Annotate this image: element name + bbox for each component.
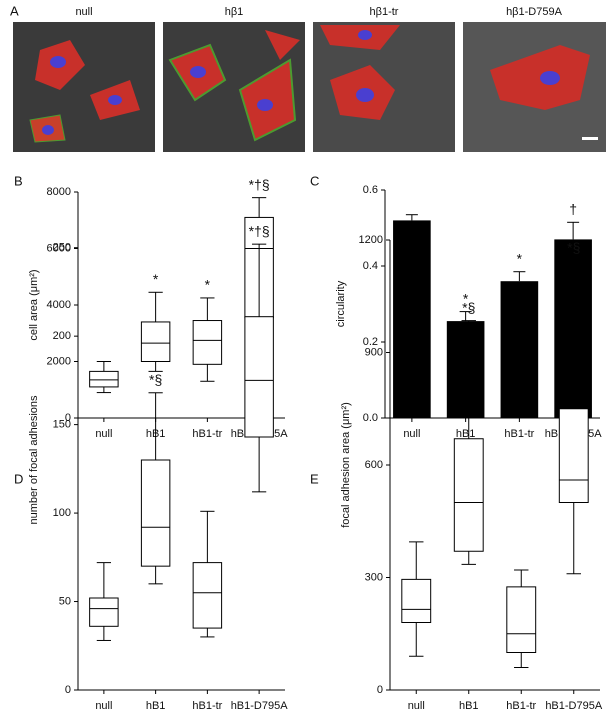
box: [506, 586, 537, 653]
box: [89, 370, 119, 388]
box: [89, 597, 119, 627]
x-tick-label: hB1-tr: [192, 700, 222, 712]
y-tick-label: 600: [365, 459, 383, 471]
panel-label: E: [310, 471, 319, 486]
y-axis-label: circularity: [335, 280, 347, 327]
y-axis-label: number of focal adhesions: [28, 395, 40, 525]
image-title: null: [75, 6, 92, 18]
y-tick-label: 250: [53, 242, 71, 254]
y-tick-label: 50: [59, 595, 71, 607]
x-tick-label: hB1: [456, 428, 476, 440]
panel-label: D: [14, 471, 23, 486]
annotation: *§: [149, 371, 162, 387]
y-tick-label: 300: [365, 571, 383, 583]
annotation: *: [517, 250, 523, 266]
x-tick-label: hB1-tr: [506, 700, 536, 712]
y-tick-label: 900: [365, 346, 383, 358]
annotation: *§: [462, 299, 475, 315]
x-tick-label: hB1: [459, 700, 479, 712]
y-tick-label: 150: [53, 419, 71, 431]
y-tick-label: 8000: [47, 186, 71, 198]
y-tick-label: 0.6: [363, 184, 378, 196]
annotation: *: [153, 271, 159, 287]
y-axis-label: focal adhesion area (μm²): [340, 402, 352, 528]
y-tick-label: 2000: [47, 355, 71, 367]
box: [140, 459, 171, 567]
y-tick-label: 0.2: [363, 336, 378, 348]
y-tick-label: 0: [65, 684, 71, 696]
y-tick-label: 0.4: [363, 260, 378, 272]
x-tick-label: hB1-D795A: [231, 700, 289, 712]
y-tick-label: 4000: [47, 299, 71, 311]
annotation: *§: [567, 239, 580, 255]
micrograph: [163, 22, 305, 152]
panel-label: C: [310, 173, 319, 188]
x-tick-label: hB1-tr: [504, 428, 534, 440]
x-tick-label: null: [95, 700, 112, 712]
x-tick-label: hB1-tr: [192, 428, 222, 440]
bar: [446, 321, 485, 418]
bar: [393, 220, 431, 418]
y-tick-label: 1200: [359, 234, 383, 246]
x-tick-label: null: [408, 700, 425, 712]
annotation: *: [463, 290, 469, 306]
panel-label: B: [14, 173, 23, 188]
micrograph: [463, 22, 606, 152]
micrograph: [313, 22, 455, 152]
box: [192, 320, 223, 365]
annotation: *: [205, 277, 211, 293]
bar: [500, 281, 539, 418]
micrograph: [13, 22, 155, 152]
box: [453, 438, 484, 552]
image-title: hβ1-tr: [370, 6, 399, 18]
bar: [554, 239, 592, 418]
y-tick-label: 6000: [47, 242, 71, 254]
box: [140, 321, 171, 363]
image-title: hβ1: [225, 6, 244, 18]
annotation: *†§: [249, 223, 270, 239]
box: [401, 578, 432, 623]
panel-label: A: [10, 3, 19, 18]
y-tick-label: 0: [377, 684, 383, 696]
y-tick-label: 0: [65, 412, 71, 424]
annotation: †: [569, 201, 577, 217]
x-tick-label: hB1: [146, 700, 166, 712]
box: [558, 408, 589, 503]
y-tick-label: 200: [53, 330, 71, 342]
annotation: *†§: [249, 176, 270, 192]
x-tick-label: null: [403, 428, 420, 440]
y-tick-label: 0.0: [363, 412, 378, 424]
x-tick-label: null: [95, 428, 112, 440]
x-tick-label: hB1-D795A: [545, 700, 603, 712]
y-axis-label: cell area (μm²): [28, 269, 40, 340]
box: [244, 316, 274, 438]
box: [192, 562, 223, 629]
image-title: hβ1-D759A: [506, 6, 563, 18]
y-tick-label: 100: [53, 507, 71, 519]
